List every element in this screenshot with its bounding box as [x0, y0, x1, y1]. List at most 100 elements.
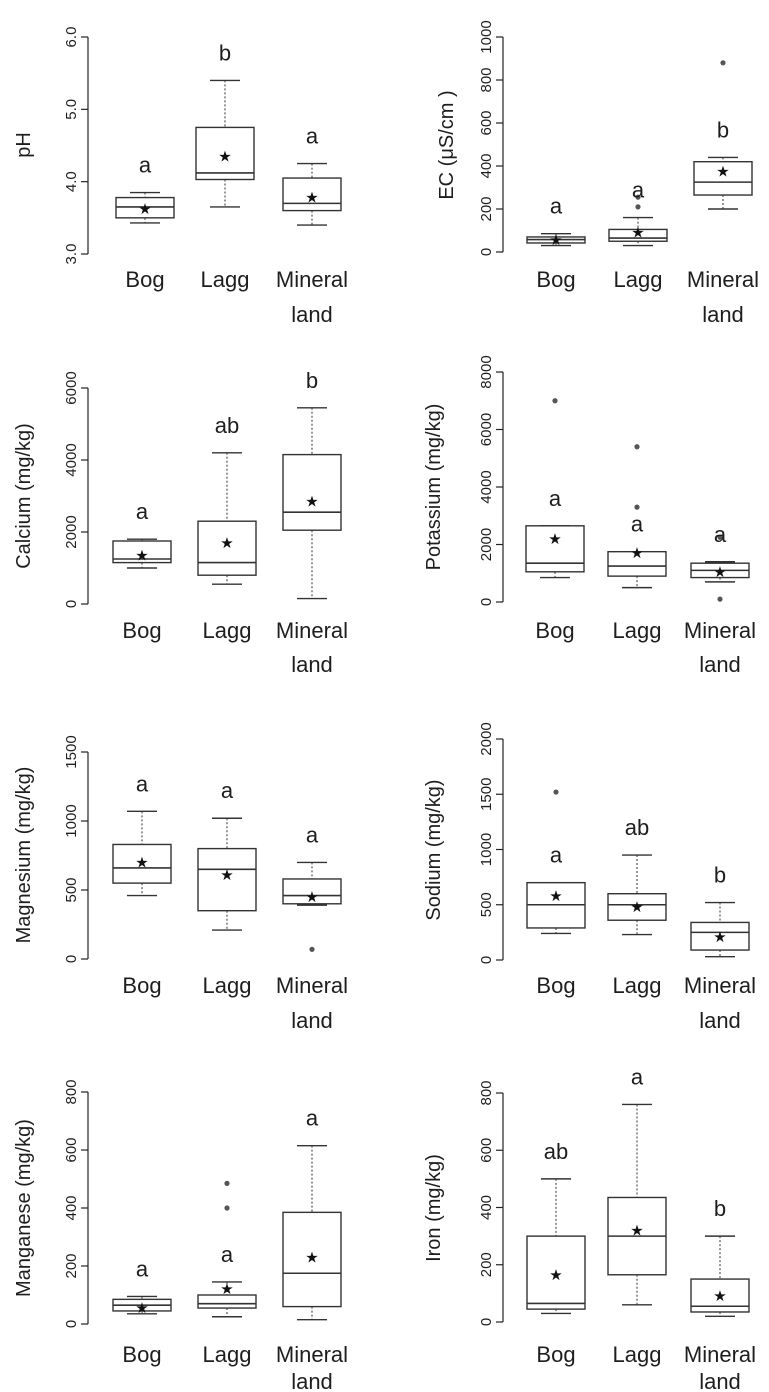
- y-tick-label: 2000: [478, 528, 495, 561]
- significance-letter: b: [306, 368, 318, 393]
- y-tick-label: 0: [478, 956, 495, 964]
- y-tick-label: 1500: [63, 735, 80, 768]
- y-tick-label: 1000: [478, 833, 495, 866]
- y-axis-label: Manganese (mg/kg): [13, 1119, 35, 1297]
- category-label: Lagg: [613, 1342, 662, 1367]
- significance-letter: ab: [215, 413, 239, 438]
- category-label: Lagg: [203, 1342, 252, 1367]
- mean-marker: ★: [549, 232, 562, 249]
- iqr-box: [282, 453, 342, 531]
- category-label: Bog: [535, 618, 574, 643]
- mean-marker: ★: [631, 225, 644, 242]
- significance-letter: ab: [544, 1139, 568, 1164]
- box-group: ★ a Bog: [525, 398, 585, 643]
- box-group: ★ a Bog: [112, 771, 172, 998]
- iqr-box: [282, 878, 342, 905]
- mean-marker: ★: [630, 545, 643, 562]
- significance-letter: b: [714, 1196, 726, 1221]
- outlier-point: [635, 204, 641, 210]
- outlier-point: [717, 534, 723, 540]
- y-tick-label: 6000: [478, 413, 495, 446]
- mean-marker: ★: [305, 190, 318, 207]
- chart-panel: 0 2000 4000 6000 Calcium (mg/kg) ★ a Bog ★ ab Lagg…: [13, 368, 348, 677]
- iqr-box: [526, 1235, 586, 1310]
- mean-marker: ★: [305, 889, 318, 906]
- box-group: ★ ab Bog: [526, 1139, 586, 1367]
- outlier-point: [224, 1205, 230, 1211]
- category-label: Bog: [125, 267, 164, 292]
- category-label: Bog: [536, 973, 575, 998]
- box-group: ★ a Mineral land: [276, 124, 348, 327]
- mean-marker: ★: [220, 867, 233, 884]
- y-tick-label: 6000: [63, 371, 80, 404]
- mean-marker: ★: [220, 535, 233, 552]
- y-tick-label: 4.0: [63, 171, 80, 192]
- outlier-point: [552, 398, 558, 404]
- significance-letter: a: [549, 486, 562, 511]
- box-group: ★ a Lagg: [197, 778, 257, 998]
- y-tick-label: 0: [478, 598, 495, 606]
- y-tick-label: 0: [478, 1318, 495, 1326]
- significance-letter: a: [221, 778, 234, 803]
- mean-marker: ★: [716, 163, 729, 180]
- category-label: Lagg: [614, 267, 663, 292]
- box-group: ★ a Lagg: [608, 178, 668, 292]
- significance-letter: b: [714, 863, 726, 888]
- iqr-box: [197, 1294, 257, 1309]
- category-label: Bog: [122, 1342, 161, 1367]
- outlier-point: [635, 194, 641, 200]
- y-tick-label: 2000: [478, 722, 495, 755]
- outlier-point: [224, 1180, 230, 1186]
- category-label: Mineral land: [276, 973, 348, 1033]
- y-tick-label: 8000: [478, 355, 495, 388]
- significance-letter: a: [631, 1064, 644, 1089]
- mean-marker: ★: [713, 929, 726, 946]
- significance-letter: b: [717, 117, 729, 142]
- mean-marker: ★: [548, 531, 561, 548]
- category-label: Mineral land: [276, 1342, 348, 1392]
- iqr-box: [195, 126, 255, 181]
- iqr-box: [112, 540, 172, 564]
- y-tick-label: 0: [63, 955, 80, 963]
- y-tick-label: 400: [63, 1195, 80, 1220]
- box-group: ★ a Bog: [526, 194, 586, 292]
- mean-marker: ★: [630, 1222, 643, 1239]
- y-tick-label: 400: [478, 153, 495, 178]
- y-tick-label: 4000: [478, 470, 495, 503]
- chart-panel: 3.0 4.0 5.0 6.0 pH ★ a Bog ★ b Lagg ★ a Mineral land: [13, 27, 348, 327]
- significance-letter: a: [631, 512, 644, 537]
- mean-marker: ★: [305, 493, 318, 510]
- y-tick-label: 800: [63, 1079, 80, 1104]
- box-group: ★ a Lagg: [197, 1180, 257, 1367]
- outlier-point: [309, 946, 315, 952]
- y-tick-label: 5.0: [63, 99, 80, 120]
- significance-letter: a: [139, 153, 152, 178]
- mean-marker: ★: [713, 564, 726, 581]
- category-label: Lagg: [613, 618, 662, 643]
- category-label: Mineral land: [684, 1342, 756, 1392]
- outlier-point: [717, 596, 723, 602]
- y-tick-label: 0: [63, 1320, 80, 1328]
- significance-letter: a: [306, 124, 319, 149]
- mean-marker: ★: [220, 1281, 233, 1298]
- significance-letter: b: [219, 40, 231, 65]
- iqr-box: [607, 893, 667, 921]
- y-tick-label: 4000: [63, 443, 80, 476]
- box-group: ★ a Bog: [526, 789, 586, 998]
- y-tick-label: 200: [478, 1252, 495, 1277]
- y-axis-label: Potassium (mg/kg): [423, 404, 445, 571]
- y-axis-label: Magnesium (mg/kg): [13, 767, 35, 944]
- y-axis-label: Calcium (mg/kg): [13, 423, 35, 569]
- iqr-box: [282, 1211, 342, 1308]
- mean-marker: ★: [713, 1288, 726, 1305]
- iqr-box: [693, 160, 753, 196]
- y-tick-label: 2000: [63, 515, 80, 548]
- significance-letter: a: [306, 1106, 319, 1131]
- box-group: ★ b Lagg: [195, 40, 255, 292]
- mean-marker: ★: [630, 899, 643, 916]
- significance-letter: a: [136, 1256, 149, 1281]
- mean-marker: ★: [305, 1249, 318, 1266]
- category-label: Mineral land: [684, 973, 756, 1033]
- box-group: ★ ab Lagg: [197, 413, 257, 643]
